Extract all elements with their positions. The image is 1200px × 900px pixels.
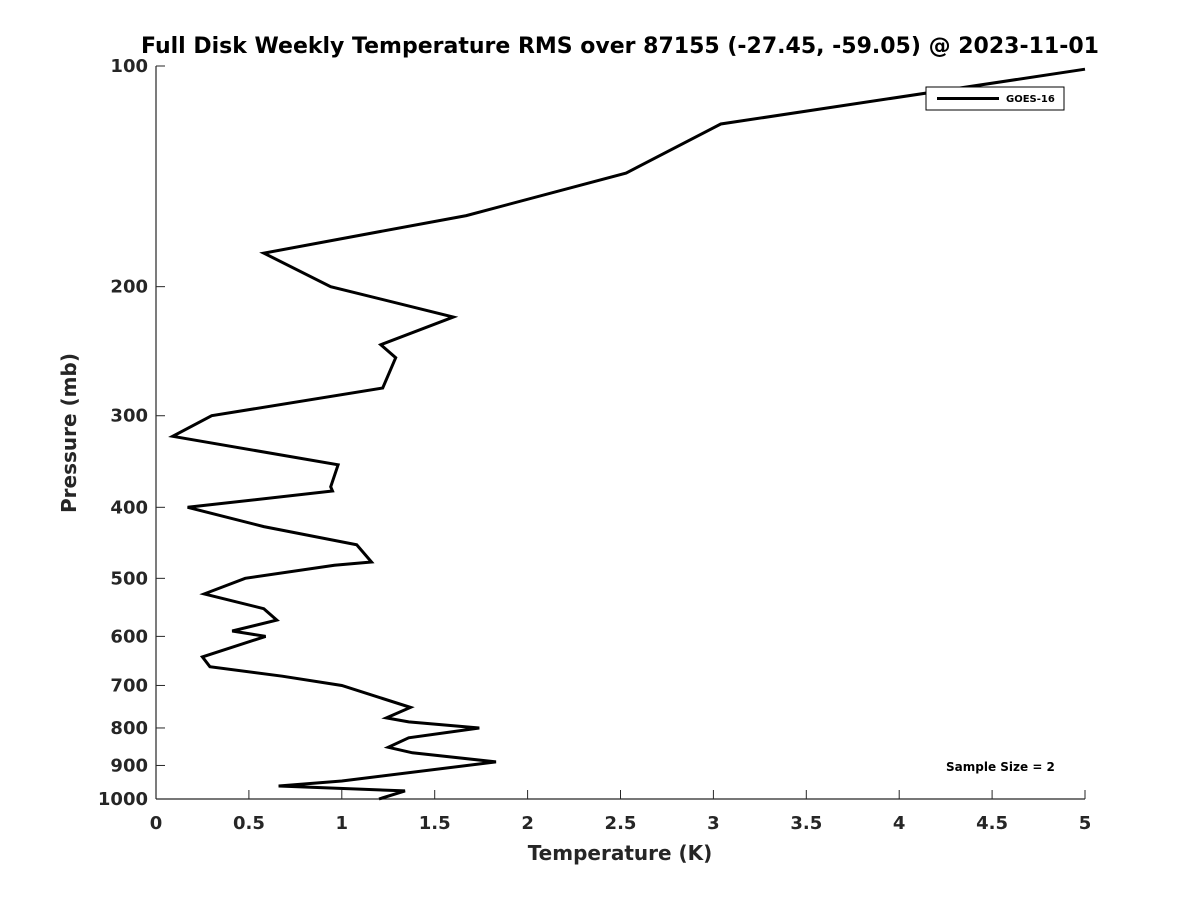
y-tick-label: 100 — [110, 56, 148, 77]
x-tick-label: 2.5 — [605, 813, 637, 834]
axis-ticks: 0 0.5 1 1.5 2 2.5 3 3.5 4 4.5 5 100 200 300 400 500 600 7… — [98, 56, 1091, 834]
y-tick-label: 900 — [110, 755, 148, 776]
y-tick-label: 800 — [110, 718, 148, 739]
x-tick-label: 3.5 — [790, 813, 822, 834]
sample-size-annotation: Sample Size = 2 — [946, 760, 1055, 774]
y-tick-label: 200 — [110, 277, 148, 298]
x-tick-label: 0.5 — [233, 813, 265, 834]
x-tick-label: 0 — [150, 813, 163, 834]
legend-entry-label: GOES-16 — [1006, 94, 1055, 105]
y-tick-label: 1000 — [98, 789, 148, 810]
series-line-goes-16 — [168, 67, 1086, 801]
legend: GOES-16 — [925, 86, 1065, 111]
x-tick-label: 4.5 — [976, 813, 1008, 834]
y-tick-label: 400 — [110, 497, 148, 518]
x-tick-label: 4 — [893, 813, 906, 834]
x-axis-label: Temperature (K) — [528, 841, 713, 865]
x-tick-label: 3 — [707, 813, 720, 834]
y-tick-label: 300 — [110, 406, 148, 427]
series-layer — [168, 67, 1086, 801]
y-tick-label: 600 — [110, 626, 148, 647]
x-tick-label: 1 — [336, 813, 349, 834]
y-tick-label: 500 — [110, 568, 148, 589]
chart-title: Full Disk Weekly Temperature RMS over 87… — [141, 34, 1099, 59]
y-axis-label: Pressure (mb) — [57, 353, 81, 513]
y-tick-label: 700 — [110, 675, 148, 696]
x-tick-label: 2 — [521, 813, 534, 834]
x-tick-label: 1.5 — [419, 813, 451, 834]
x-tick-label: 5 — [1079, 813, 1092, 834]
